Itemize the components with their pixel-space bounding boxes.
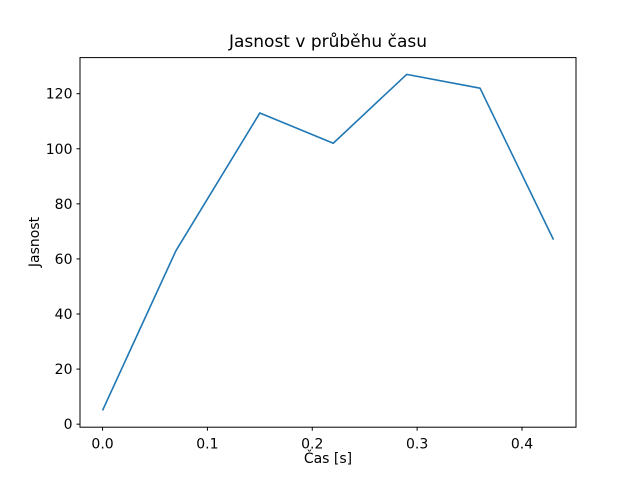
data-line [101,73,555,411]
x-tick-label: 0.0 [91,437,113,453]
y-tick-label: 120 [46,87,73,103]
y-tick-label: 0 [64,417,73,433]
y-tick-label: 40 [55,307,73,323]
y-tick-label: 100 [46,142,73,158]
chart-title: Jasnost v průběhu času [228,32,427,52]
y-tick-label: 20 [55,362,73,378]
y-tick-label: 60 [55,252,73,268]
x-tick-label: 0.2 [301,437,323,453]
x-tick-label: 0.3 [406,437,428,453]
x-tick-label: 0.1 [196,437,218,453]
x-axis-label: Čas [s] [303,451,353,467]
axes-spines [79,57,577,428]
x-tick-label: 0.4 [511,437,533,453]
y-tick-label: 80 [55,197,73,213]
